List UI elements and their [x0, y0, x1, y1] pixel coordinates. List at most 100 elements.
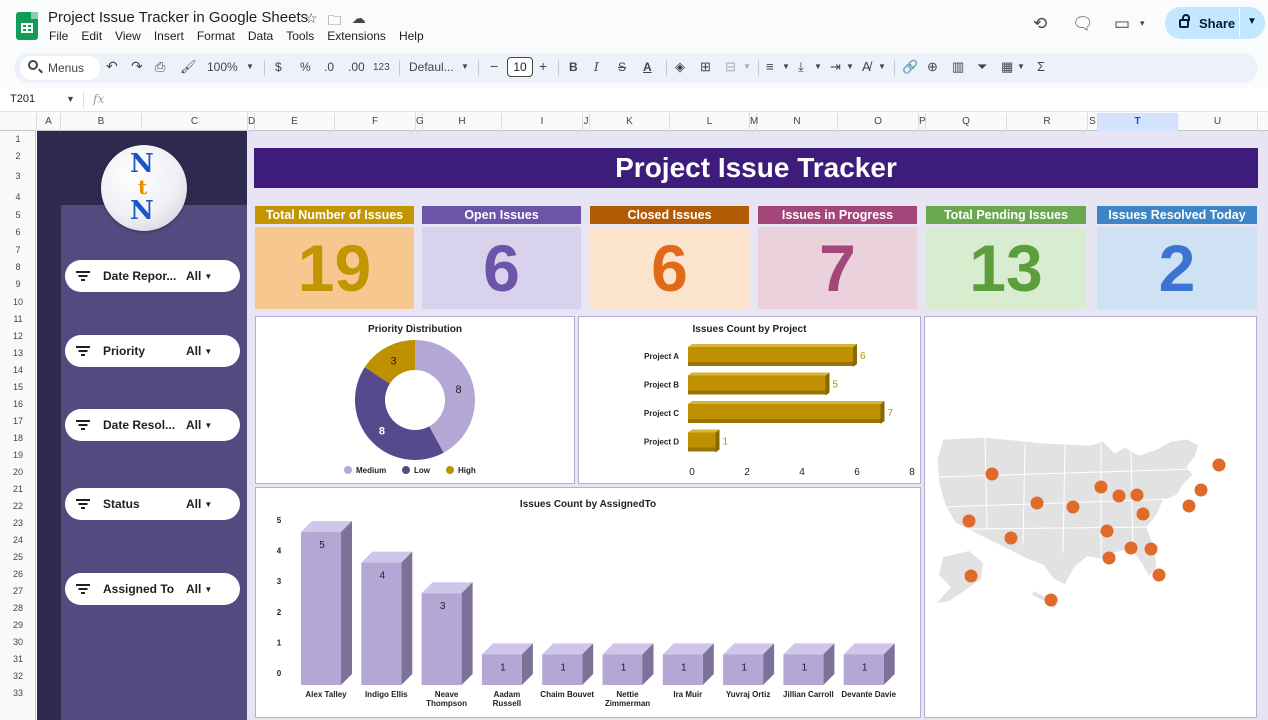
document-title[interactable]: Project Issue Tracker in Google Sheets	[48, 9, 309, 26]
redo-icon[interactable]: ↷	[131, 58, 143, 74]
percent-format-button[interactable]: %	[300, 60, 311, 74]
location-marker[interactable]	[1030, 496, 1044, 510]
column-header-p[interactable]: P	[919, 113, 926, 131]
row-header[interactable]: 20	[12, 467, 23, 477]
share-caret-icon[interactable]: ▼	[1247, 16, 1257, 27]
merge-caret-icon[interactable]: ▼	[743, 62, 751, 71]
select-all-corner[interactable]	[0, 113, 37, 131]
menu-help[interactable]: Help	[398, 29, 424, 43]
assignee-bar[interactable]	[481, 643, 533, 685]
project-bar[interactable]	[688, 401, 885, 424]
assignee-bar[interactable]	[421, 582, 473, 685]
menu-view[interactable]: View	[115, 29, 141, 43]
row-header[interactable]: 1	[15, 134, 21, 144]
row-header[interactable]: 10	[12, 297, 23, 307]
row-header[interactable]: 9	[15, 279, 21, 289]
column-header-k[interactable]: K	[590, 113, 670, 131]
meet-video-icon[interactable]: ▭	[1114, 14, 1131, 33]
row-header[interactable]: 12	[12, 331, 23, 341]
row-header[interactable]: 16	[12, 399, 23, 409]
location-marker[interactable]	[1136, 507, 1150, 521]
font-caret-icon[interactable]: ▼	[461, 62, 469, 71]
menu-format[interactable]: Format	[196, 29, 235, 43]
wrap-caret-icon[interactable]: ▼	[846, 62, 854, 71]
star-icon[interactable]: ☆	[305, 10, 318, 26]
column-header-r[interactable]: R	[1007, 113, 1088, 131]
row-header[interactable]: 25	[12, 552, 23, 562]
cloud-status-icon[interactable]: ☁	[351, 10, 366, 26]
column-header-g[interactable]: G	[416, 113, 424, 131]
row-header[interactable]: 27	[12, 586, 23, 596]
name-box-caret-icon[interactable]: ▼	[66, 94, 75, 104]
name-box[interactable]: T201	[10, 93, 36, 105]
location-marker[interactable]	[1004, 531, 1018, 545]
location-marker[interactable]	[1066, 500, 1080, 514]
row-header[interactable]: 23	[12, 518, 23, 528]
slicer-value[interactable]: All ▼	[186, 418, 212, 432]
rotation-caret-icon[interactable]: ▼	[878, 62, 886, 71]
slicer-value[interactable]: All ▼	[186, 344, 212, 358]
row-header[interactable]: 21	[12, 484, 23, 494]
issues-by-assignee-chart[interactable]: Issues Count by AssignedTo 0 1 2 3 4 5 5 Alex T…	[255, 487, 921, 718]
menus-search-button[interactable]: Menus	[20, 56, 100, 80]
row-header[interactable]: 2	[15, 151, 21, 161]
undo-icon[interactable]: ↶	[106, 58, 118, 74]
column-header-f[interactable]: F	[335, 113, 416, 131]
filter-views-caret-icon[interactable]: ▼	[1017, 62, 1025, 71]
location-marker[interactable]	[1130, 488, 1144, 502]
pie-slice-medium[interactable]	[415, 340, 476, 453]
location-marker[interactable]	[964, 569, 978, 583]
pie-slice-high[interactable]	[364, 340, 415, 384]
menu-tools[interactable]: Tools	[286, 29, 315, 43]
slicer-4[interactable]: Assigned To All ▼	[65, 573, 240, 605]
menu-extensions[interactable]: Extensions	[327, 29, 386, 43]
assignee-bar[interactable]	[542, 643, 594, 685]
menu-insert[interactable]: Insert	[153, 29, 184, 43]
row-header[interactable]: 17	[12, 416, 23, 426]
assignee-bar[interactable]	[361, 551, 413, 685]
assignee-bar[interactable]	[843, 643, 895, 685]
column-header-l[interactable]: L	[670, 113, 750, 131]
insert-link-icon[interactable]: 🔗	[902, 59, 919, 74]
column-header-j[interactable]: J	[583, 113, 590, 131]
insert-comment-icon[interactable]: ⊕	[927, 59, 938, 74]
project-bar[interactable]	[688, 344, 857, 367]
print-icon[interactable]: ⎙	[155, 59, 166, 74]
decrease-font-size-icon[interactable]: −	[490, 58, 499, 74]
horizontal-align-icon[interactable]: ≡	[766, 59, 774, 74]
row-header[interactable]: 29	[12, 620, 23, 630]
row-header[interactable]: 19	[12, 450, 23, 460]
comments-icon[interactable]: 🗨	[1072, 14, 1094, 33]
column-header-o[interactable]: O	[838, 113, 919, 131]
row-header[interactable]: 33	[12, 688, 23, 698]
decrease-decimal-button[interactable]: .0	[324, 60, 335, 74]
project-bar[interactable]	[688, 372, 830, 396]
borders-icon[interactable]: ⊞	[700, 59, 711, 74]
priority-distribution-chart[interactable]: Priority Distribution 8 8 3 Medium Low High	[255, 316, 575, 484]
row-header[interactable]: 26	[12, 569, 23, 579]
slicer-2[interactable]: Date Resol... All ▼	[65, 409, 240, 441]
location-marker[interactable]	[1144, 542, 1158, 556]
location-marker[interactable]	[1102, 551, 1116, 565]
row-header[interactable]: 14	[12, 365, 23, 375]
row-header[interactable]: 30	[12, 637, 23, 647]
functions-icon[interactable]: Σ	[1037, 59, 1046, 74]
zoom-select[interactable]: 100%	[207, 60, 238, 74]
slicer-3[interactable]: Status All ▼	[65, 488, 240, 520]
sheets-logo-icon[interactable]	[16, 12, 38, 40]
column-header-u[interactable]: U	[1178, 113, 1258, 131]
menu-edit[interactable]: Edit	[81, 29, 103, 43]
more-formats-button[interactable]: 123	[373, 62, 390, 73]
menu-data[interactable]: Data	[247, 29, 274, 43]
column-header-a[interactable]: A	[37, 113, 61, 131]
text-wrap-icon[interactable]: ⇥	[830, 59, 841, 74]
project-bar[interactable]	[688, 429, 720, 453]
pie-slice-low[interactable]	[355, 367, 444, 460]
location-marker[interactable]	[1044, 593, 1058, 607]
row-header[interactable]: 28	[12, 603, 23, 613]
text-color-icon[interactable]: A	[643, 60, 652, 74]
text-rotation-icon[interactable]: A̸	[862, 59, 871, 74]
row-header[interactable]: 22	[12, 501, 23, 511]
location-marker[interactable]	[985, 467, 999, 481]
column-header-n[interactable]: N	[757, 113, 838, 131]
